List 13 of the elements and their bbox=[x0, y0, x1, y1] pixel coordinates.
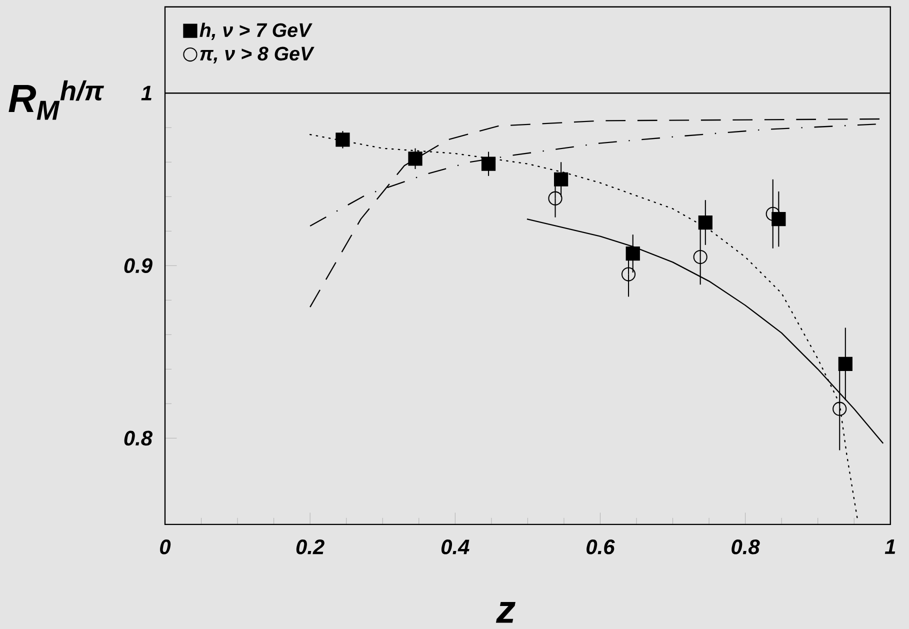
x-tick-label: 0.4 bbox=[441, 539, 470, 554]
x-tick-label: 0 bbox=[160, 539, 171, 554]
legend-label: π, ν > 8 GeV bbox=[200, 46, 314, 64]
x-axis-title: z bbox=[496, 602, 516, 623]
y-tick-label: 0.9 bbox=[124, 258, 152, 273]
y-tick-label: 0.8 bbox=[124, 430, 153, 446]
x-tick-label: 0.6 bbox=[586, 539, 615, 554]
x-tick-label: 0.2 bbox=[296, 539, 324, 554]
y-axis-title: R$_{M}$h/π bbox=[8, 80, 104, 120]
x-tick-label: 1 bbox=[884, 539, 896, 554]
x-tick-label: 0.8 bbox=[732, 539, 760, 554]
y-tick-label: 1 bbox=[141, 86, 152, 100]
legend-label: h, ν > 7 GeV bbox=[200, 22, 312, 40]
